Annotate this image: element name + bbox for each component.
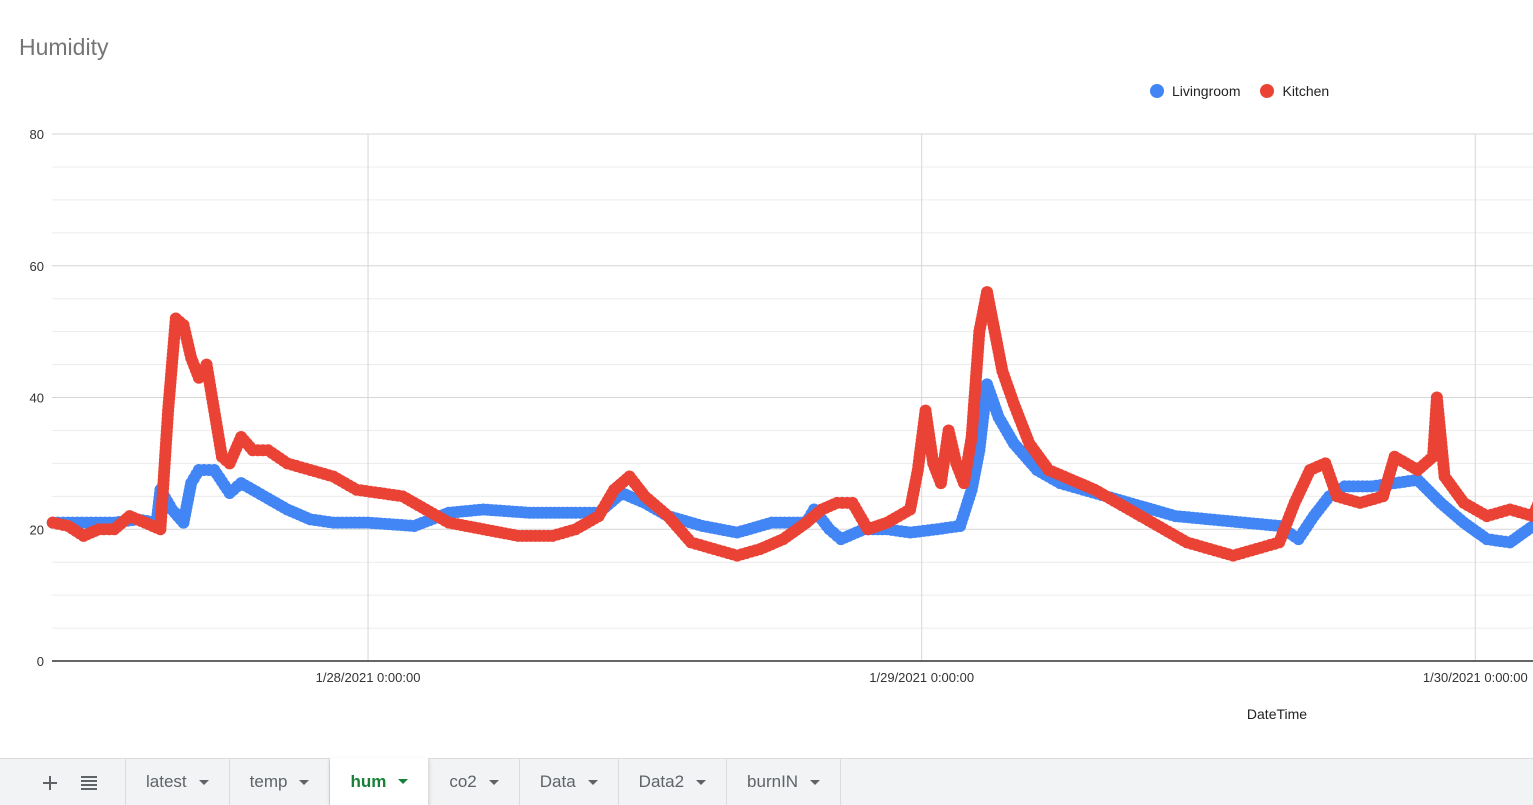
series-kitchen	[46, 286, 1533, 562]
x-axis-title: DateTime	[1247, 706, 1307, 722]
tab-latest[interactable]: latest	[125, 759, 230, 805]
tab-data2[interactable]: Data2	[619, 759, 728, 805]
scatter-plot: 0 20 40 60 80 1/28/2021 0:00:00 1/29/2021 0:0…	[30, 127, 1533, 722]
x-tick-label: 1/29/2021 0:00:00	[869, 670, 974, 685]
caret-down-icon[interactable]	[587, 779, 598, 785]
legend-label-livingroom: Livingroom	[1172, 83, 1241, 99]
y-tick-label: 20	[30, 522, 44, 537]
caret-down-icon[interactable]	[488, 779, 499, 785]
x-axis-ticks: 1/28/2021 0:00:00 1/29/2021 0:00:00 1/30/2…	[316, 670, 1528, 685]
y-tick-label: 80	[30, 127, 44, 142]
chart-title: Humidity	[19, 34, 109, 60]
chart-area: Humidity Livingroom Kitchen 0 20 40 60 80 1/…	[19, 34, 1533, 722]
tab-label: Data2	[638, 772, 685, 791]
tab-label: Data	[539, 772, 576, 791]
y-tick-label: 60	[30, 259, 44, 274]
legend-item-livingroom[interactable]: Livingroom	[1150, 83, 1240, 99]
tab-label: co2	[449, 772, 477, 791]
caret-down-icon[interactable]	[810, 779, 821, 785]
chart-legend: Livingroom Kitchen	[1150, 83, 1329, 99]
legend-swatch-livingroom	[1150, 84, 1164, 98]
legend-item-kitchen[interactable]: Kitchen	[1260, 83, 1329, 99]
major-gridlines	[52, 133, 1533, 661]
y-tick-label: 40	[30, 391, 44, 406]
tab-label: burnIN	[747, 772, 799, 791]
data-point	[1530, 523, 1533, 534]
x-tick-label: 1/30/2021 0:00:00	[1423, 670, 1528, 685]
list-icon	[81, 776, 97, 790]
tab-burnin[interactable]: burnIN	[727, 759, 842, 805]
tab-co2[interactable]: co2	[429, 759, 520, 805]
add-sheet-button[interactable]	[36, 769, 64, 797]
all-sheets-button[interactable]	[75, 769, 103, 797]
caret-down-icon[interactable]	[398, 779, 409, 784]
x-tick-label: 1/28/2021 0:00:00	[316, 670, 421, 685]
tab-label: latest	[146, 772, 187, 791]
sheet-tabs: latest temp hum co2 Data Data2 burnIN	[125, 758, 842, 805]
caret-down-icon[interactable]	[198, 779, 209, 785]
y-tick-label: 0	[37, 654, 44, 669]
legend-label-kitchen: Kitchen	[1282, 83, 1330, 99]
caret-down-icon[interactable]	[696, 779, 707, 785]
y-axis-ticks: 0 20 40 60 80	[30, 127, 44, 669]
tab-label: hum	[350, 771, 387, 791]
caret-down-icon[interactable]	[299, 779, 310, 785]
sheet-tab-bar: latest temp hum co2 Data Data2 burnIN	[0, 758, 1533, 805]
tab-label: temp	[249, 772, 288, 791]
tab-temp[interactable]: temp	[230, 759, 331, 805]
plus-icon	[43, 776, 57, 790]
tab-hum[interactable]: hum	[330, 758, 430, 805]
legend-swatch-kitchen	[1260, 84, 1275, 98]
tab-data[interactable]: Data	[520, 759, 619, 805]
